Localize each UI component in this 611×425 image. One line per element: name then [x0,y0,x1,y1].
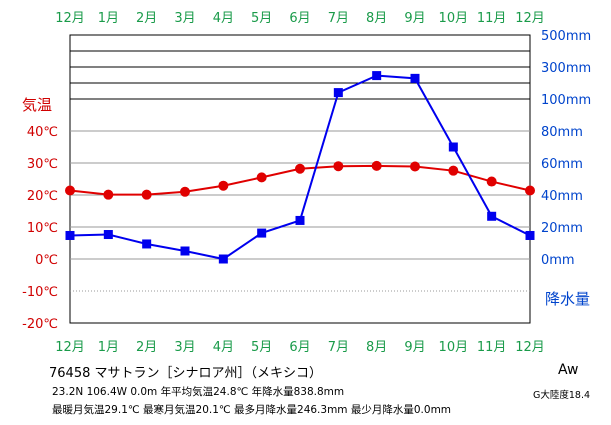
left-tick-label: 40℃ [27,125,58,140]
right-axis-ticks: 500mm 300mm 100mm 80mm 60mm 40mm 20mm 0mm [541,29,591,268]
temperature-point [371,160,382,171]
chart-series [65,71,535,264]
precipitation-point [65,230,75,240]
top-month-label: 12月 [55,11,85,26]
temperature-point [295,163,305,174]
precipitation-point [295,215,305,225]
bottom-month-label: 12月 [55,340,85,355]
continentality-index: G大陸度18.4 [533,390,591,401]
bottom-month-label: 7月 [328,340,349,355]
precipitation-point [180,246,190,256]
top-month-label: 3月 [174,11,195,26]
top-month-label: 5月 [251,11,272,26]
temperature-point [65,185,75,196]
right-tick-label: 20mm [541,221,583,236]
right-tick-label: 300mm [541,61,591,76]
top-month-label: 1月 [98,11,119,26]
station-info-line: 23.2N 106.4W 0.0m 年平均気温24.8℃ 年降水量838.8mm [52,386,345,398]
bottom-month-label: 10月 [439,340,469,355]
bottom-month-label: 8月 [366,340,387,355]
temperature-point [141,189,152,200]
station-extremes-line: 最暖月気温29.1℃ 最寒月気温20.1℃ 最多月降水量246.3mm 最少月降… [52,404,452,416]
top-month-label: 12月 [515,11,545,26]
precipitation-point [372,71,382,81]
precipitation-point [410,73,420,83]
precipitation-point [103,230,113,240]
top-month-label: 7月 [328,11,349,26]
bottom-month-labels: 12月 1月 2月 3月 4月 5月 6月 7月 8月 9月 10月 11月 12月 [55,340,545,355]
temperature-point [103,189,114,200]
precipitation-point [142,239,152,249]
right-tick-label: 100mm [541,93,591,108]
left-tick-label: -20℃ [22,317,58,332]
right-tick-label: 500mm [541,29,591,44]
top-month-label: 11月 [477,11,507,26]
temperature-point [486,176,497,187]
station-name: 76458 マサトラン［シナロア州］（メキシコ） [49,366,322,381]
right-tick-label: 40mm [541,189,583,204]
bottom-month-label: 11月 [477,340,507,355]
right-tick-label: 60mm [541,157,583,172]
temperature-point [180,186,190,197]
precipitation-point [333,88,343,98]
climate-class: Aw [558,362,579,378]
left-tick-label: 0℃ [35,253,58,268]
bottom-month-label: 6月 [289,340,310,355]
top-month-label: 8月 [366,11,387,26]
bottom-month-label: 1月 [98,340,119,355]
right-axis-label: 降水量 [545,290,590,308]
temperature-point [256,172,267,183]
bottom-month-label: 3月 [174,340,195,355]
top-month-label: 2月 [136,11,157,26]
bottom-month-label: 4月 [213,340,234,355]
top-month-label: 10月 [439,11,469,26]
top-month-labels: 12月 1月 2月 3月 4月 5月 6月 7月 8月 9月 10月 11月 12月 [55,11,545,26]
right-tick-label: 0mm [541,253,575,268]
temperature-point [448,165,459,176]
top-month-label: 4月 [213,11,234,26]
chart-grid [69,34,531,324]
left-axis-ticks: 40℃ 30℃ 20℃ 10℃ 0℃ -10℃ -20℃ [22,125,58,332]
bottom-month-label: 5月 [251,340,272,355]
precipitation-point [487,211,497,221]
temperature-point [218,180,229,191]
bottom-month-label: 9月 [404,340,425,355]
right-tick-label: 80mm [541,125,583,140]
precipitation-point [448,142,458,152]
top-month-label: 6月 [289,11,310,26]
top-month-label: 9月 [404,11,425,26]
precipitation-point [218,254,228,264]
temperature-point [410,161,420,172]
plot-frame [69,34,531,324]
precipitation-point [257,228,267,238]
left-tick-label: 30℃ [27,157,58,172]
bottom-month-label: 2月 [136,340,157,355]
temperature-point [333,161,344,172]
left-tick-label: 20℃ [27,189,58,204]
temperature-point [525,185,535,196]
left-axis-label: 気温 [22,96,52,114]
precipitation-point [525,230,535,240]
left-tick-label: 10℃ [27,221,58,236]
bottom-month-label: 12月 [515,340,545,355]
left-tick-label: -10℃ [22,285,58,300]
